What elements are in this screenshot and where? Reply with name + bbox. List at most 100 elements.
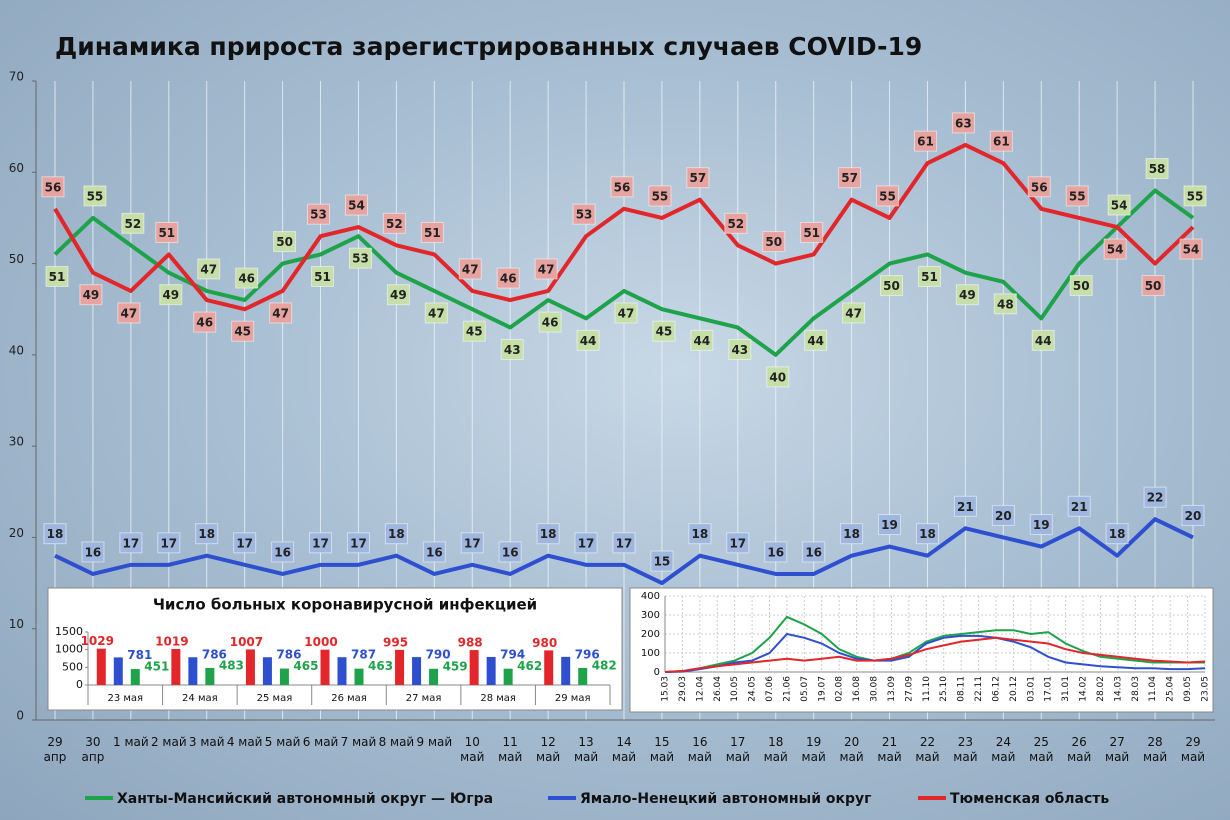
- x-tick-label: 19 май: [801, 735, 826, 764]
- legend-label: Ханты-Мансийский автономный округ — Югра: [117, 791, 493, 807]
- x-tick-label: 17.01: [1044, 676, 1054, 702]
- x-tick-label: 27.09: [904, 676, 914, 702]
- data-label: 52: [386, 217, 403, 231]
- data-label: 17: [312, 536, 329, 550]
- data-label-box: [1027, 176, 1051, 198]
- y-tick-label: 20: [9, 526, 24, 540]
- x-tick-label: 1 май: [113, 735, 149, 749]
- data-label: 40: [769, 370, 786, 384]
- x-tick-label: 30.08: [870, 676, 880, 702]
- bar: [245, 649, 255, 685]
- data-label: 54: [348, 199, 365, 213]
- data-label-box: [688, 523, 712, 545]
- data-label-box: [348, 247, 372, 269]
- data-label: 17: [578, 536, 595, 550]
- data-label: 18: [388, 527, 405, 541]
- x-tick-label: 26 мая: [331, 693, 367, 704]
- y-tick-label: 30: [9, 435, 24, 449]
- data-label-box: [955, 284, 979, 306]
- x-tick-label: 09.05: [1183, 676, 1193, 702]
- data-label-box: [422, 541, 446, 563]
- series-line: [53, 188, 1195, 357]
- data-label-box: [766, 366, 790, 388]
- x-tick-label: 2 май: [150, 735, 187, 749]
- data-label: 18: [1109, 527, 1126, 541]
- data-label: 19: [1033, 518, 1050, 532]
- data-label: 46: [500, 272, 517, 286]
- bar-label: 781: [127, 648, 152, 662]
- data-label-box: [269, 302, 293, 324]
- data-label: 47: [462, 262, 479, 276]
- data-label-box: [1145, 158, 1169, 180]
- data-label: 44: [580, 334, 597, 348]
- data-label-box: [762, 231, 786, 253]
- bar-label: 463: [368, 659, 393, 673]
- x-tick-label: 25.10: [939, 676, 949, 702]
- x-tick-label: 10 май: [460, 735, 485, 764]
- data-label-box: [614, 302, 638, 324]
- data-label: 56: [1031, 180, 1048, 194]
- data-label-box: [271, 541, 295, 563]
- series-line: [53, 142, 1195, 312]
- data-label: 47: [272, 306, 289, 320]
- data-label: 17: [616, 536, 633, 550]
- inset-panel: [47, 587, 623, 711]
- data-label-box: [159, 284, 183, 306]
- data-label-box: [1031, 329, 1055, 351]
- data-label: 63: [955, 116, 972, 130]
- data-label: 17: [236, 536, 253, 550]
- data-label-box: [41, 176, 65, 198]
- data-label-box: [45, 265, 69, 287]
- data-label: 46: [542, 316, 559, 330]
- data-label: 51: [424, 226, 441, 240]
- x-tick-label: 11.10: [922, 676, 932, 702]
- data-label: 43: [731, 343, 748, 357]
- bar-label: 459: [443, 659, 468, 673]
- data-label: 57: [841, 171, 858, 185]
- bar-label: 1029: [81, 634, 114, 648]
- x-tick-label: 24 мая: [182, 693, 218, 704]
- x-tick-label: 03.01: [1026, 676, 1036, 702]
- bar: [469, 650, 479, 685]
- x-tick-label: 17 май: [725, 735, 750, 764]
- data-label-box: [233, 532, 257, 554]
- data-label: 54: [1111, 199, 1128, 213]
- x-tick-label: 5 май: [264, 735, 301, 749]
- data-label-box: [273, 231, 297, 253]
- data-label: 49: [390, 288, 407, 302]
- x-tick-label: 28.02: [1096, 676, 1106, 702]
- data-label: 16: [805, 545, 822, 559]
- x-tick-label: 05.07: [800, 676, 810, 702]
- data-label-box: [953, 495, 977, 517]
- data-label-box: [648, 185, 672, 207]
- data-label: 55: [879, 189, 896, 203]
- x-tick-label: 27 мая: [406, 693, 442, 704]
- data-label-box: [800, 221, 824, 243]
- data-label-box: [804, 329, 828, 351]
- x-tick-label: 10.05: [730, 676, 740, 702]
- x-tick-label: 29 май: [1180, 735, 1206, 764]
- x-tick-label: 23 май: [953, 735, 978, 764]
- bar-label: 995: [383, 635, 408, 649]
- data-label-box: [1181, 504, 1205, 526]
- x-tick-label: 23.05: [1201, 676, 1211, 702]
- data-label: 15: [654, 555, 671, 569]
- data-label: 44: [807, 334, 824, 348]
- data-label: 43: [504, 343, 521, 357]
- data-label-box: [574, 532, 598, 554]
- bar-label: 482: [592, 658, 617, 672]
- chart-title: Динамика прироста зарегистрированных слу…: [55, 32, 922, 61]
- x-tick-label: 28 мая: [480, 693, 516, 704]
- x-tick-label: 25.04: [1166, 676, 1176, 702]
- data-label: 56: [45, 180, 62, 194]
- y-tick-label: 400: [641, 591, 660, 602]
- data-label-box: [1029, 514, 1053, 536]
- x-tick-label: 3 май: [188, 735, 225, 749]
- y-tick-label: 300: [641, 610, 660, 621]
- data-label: 18: [47, 527, 64, 541]
- x-tick-label: 21 май: [877, 735, 902, 764]
- x-tick-label: 4 май: [226, 735, 263, 749]
- data-label-box: [311, 265, 335, 287]
- data-label-box: [231, 320, 255, 342]
- data-label: 50: [1145, 279, 1162, 293]
